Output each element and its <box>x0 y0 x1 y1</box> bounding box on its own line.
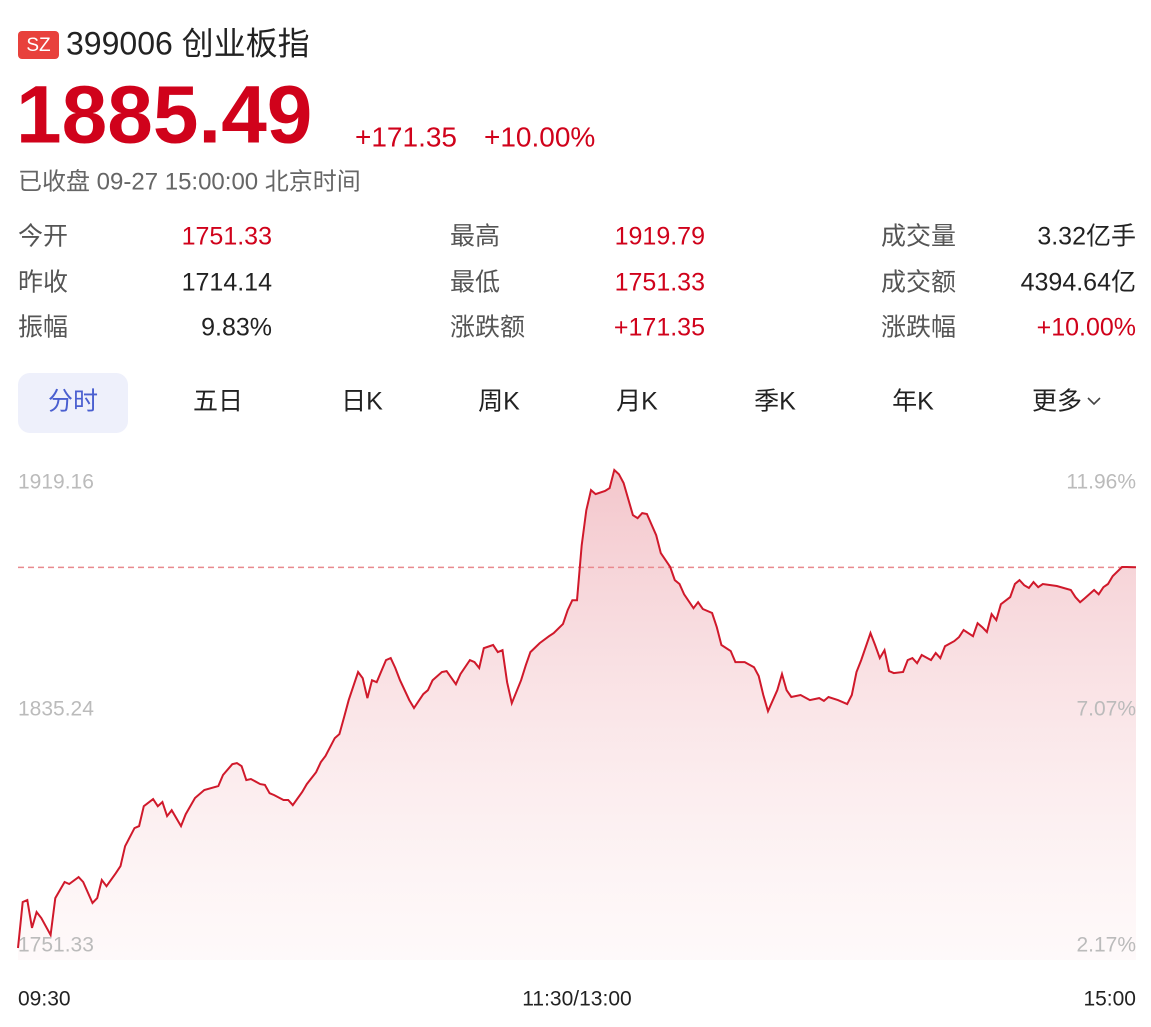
stat-value: 4394.64亿 <box>1021 269 1136 297</box>
stat-value: 9.83% <box>201 314 272 342</box>
x-tick-label: 09:30 <box>18 988 71 1011</box>
index-name: 399006 创业板指 <box>66 25 310 61</box>
stat-value: +171.35 <box>614 314 705 342</box>
x-tick-label: 15:00 <box>1083 988 1136 1011</box>
tab-active-bg <box>18 373 128 433</box>
x-tick-label: 11:30/13:00 <box>522 988 631 1011</box>
stat-label: 涨跌幅 <box>881 314 956 342</box>
tab[interactable]: 日K <box>341 388 383 416</box>
stat-label: 最高 <box>450 223 500 251</box>
status: 已收盘 09-27 15:00:00 北京时间 <box>18 168 361 195</box>
tab[interactable]: 月K <box>616 388 658 416</box>
price-line <box>17 468 1137 949</box>
y2-tick-label: 7.07% <box>1076 697 1136 720</box>
tab[interactable]: 季K <box>754 388 796 416</box>
tab[interactable]: 五日 <box>193 388 243 416</box>
stat-value: 1919.79 <box>615 223 705 251</box>
price: 1885.49 <box>16 70 312 161</box>
tab[interactable]: 年K <box>892 388 934 416</box>
stat-value: 3.32亿手 <box>1037 223 1136 251</box>
stat-label: 今开 <box>18 223 68 251</box>
market-badge-bg <box>18 31 59 59</box>
market-badge: SZ <box>26 35 51 56</box>
tab[interactable]: 更多 <box>1032 388 1082 416</box>
stat-label: 涨跌额 <box>450 314 525 342</box>
stat-value: +10.00% <box>1037 314 1136 342</box>
stat-value: 1714.14 <box>182 269 272 297</box>
stat-value: 1751.33 <box>615 269 705 297</box>
stat-label: 成交量 <box>881 223 956 251</box>
stat-value: 1751.33 <box>182 223 272 251</box>
chart: 1751.33 1835.24 1919.16 2.17% 7.07% 11.96% 09:… <box>17 468 1137 1011</box>
y2-tick-label: 11.96% <box>1066 470 1136 493</box>
stat-label: 振幅 <box>18 314 68 342</box>
y2-tick-label: 2.17% <box>1076 934 1136 957</box>
stat-label: 最低 <box>450 269 500 297</box>
chevron <box>1087 397 1101 406</box>
stats: 今开 1751.33 昨收 1714.14 振幅 9.83% 最高 1919.79 最低 1751… <box>18 223 1136 342</box>
tab[interactable]: 周K <box>478 388 520 416</box>
y-tick-label: 1751.33 <box>18 934 94 957</box>
tabs: 分时 五日 日K 周K 月K 季K 年K 更多 <box>18 373 1101 433</box>
y-tick-label: 1919.16 <box>18 470 94 493</box>
stat-label: 成交额 <box>881 269 956 297</box>
tab[interactable]: 分时 <box>48 388 98 416</box>
change: +171.35 <box>355 121 457 152</box>
y-tick-label: 1835.24 <box>18 697 94 720</box>
change-percent: +10.00% <box>484 121 595 152</box>
stat-label: 昨收 <box>18 269 68 297</box>
price-area <box>18 470 1136 960</box>
